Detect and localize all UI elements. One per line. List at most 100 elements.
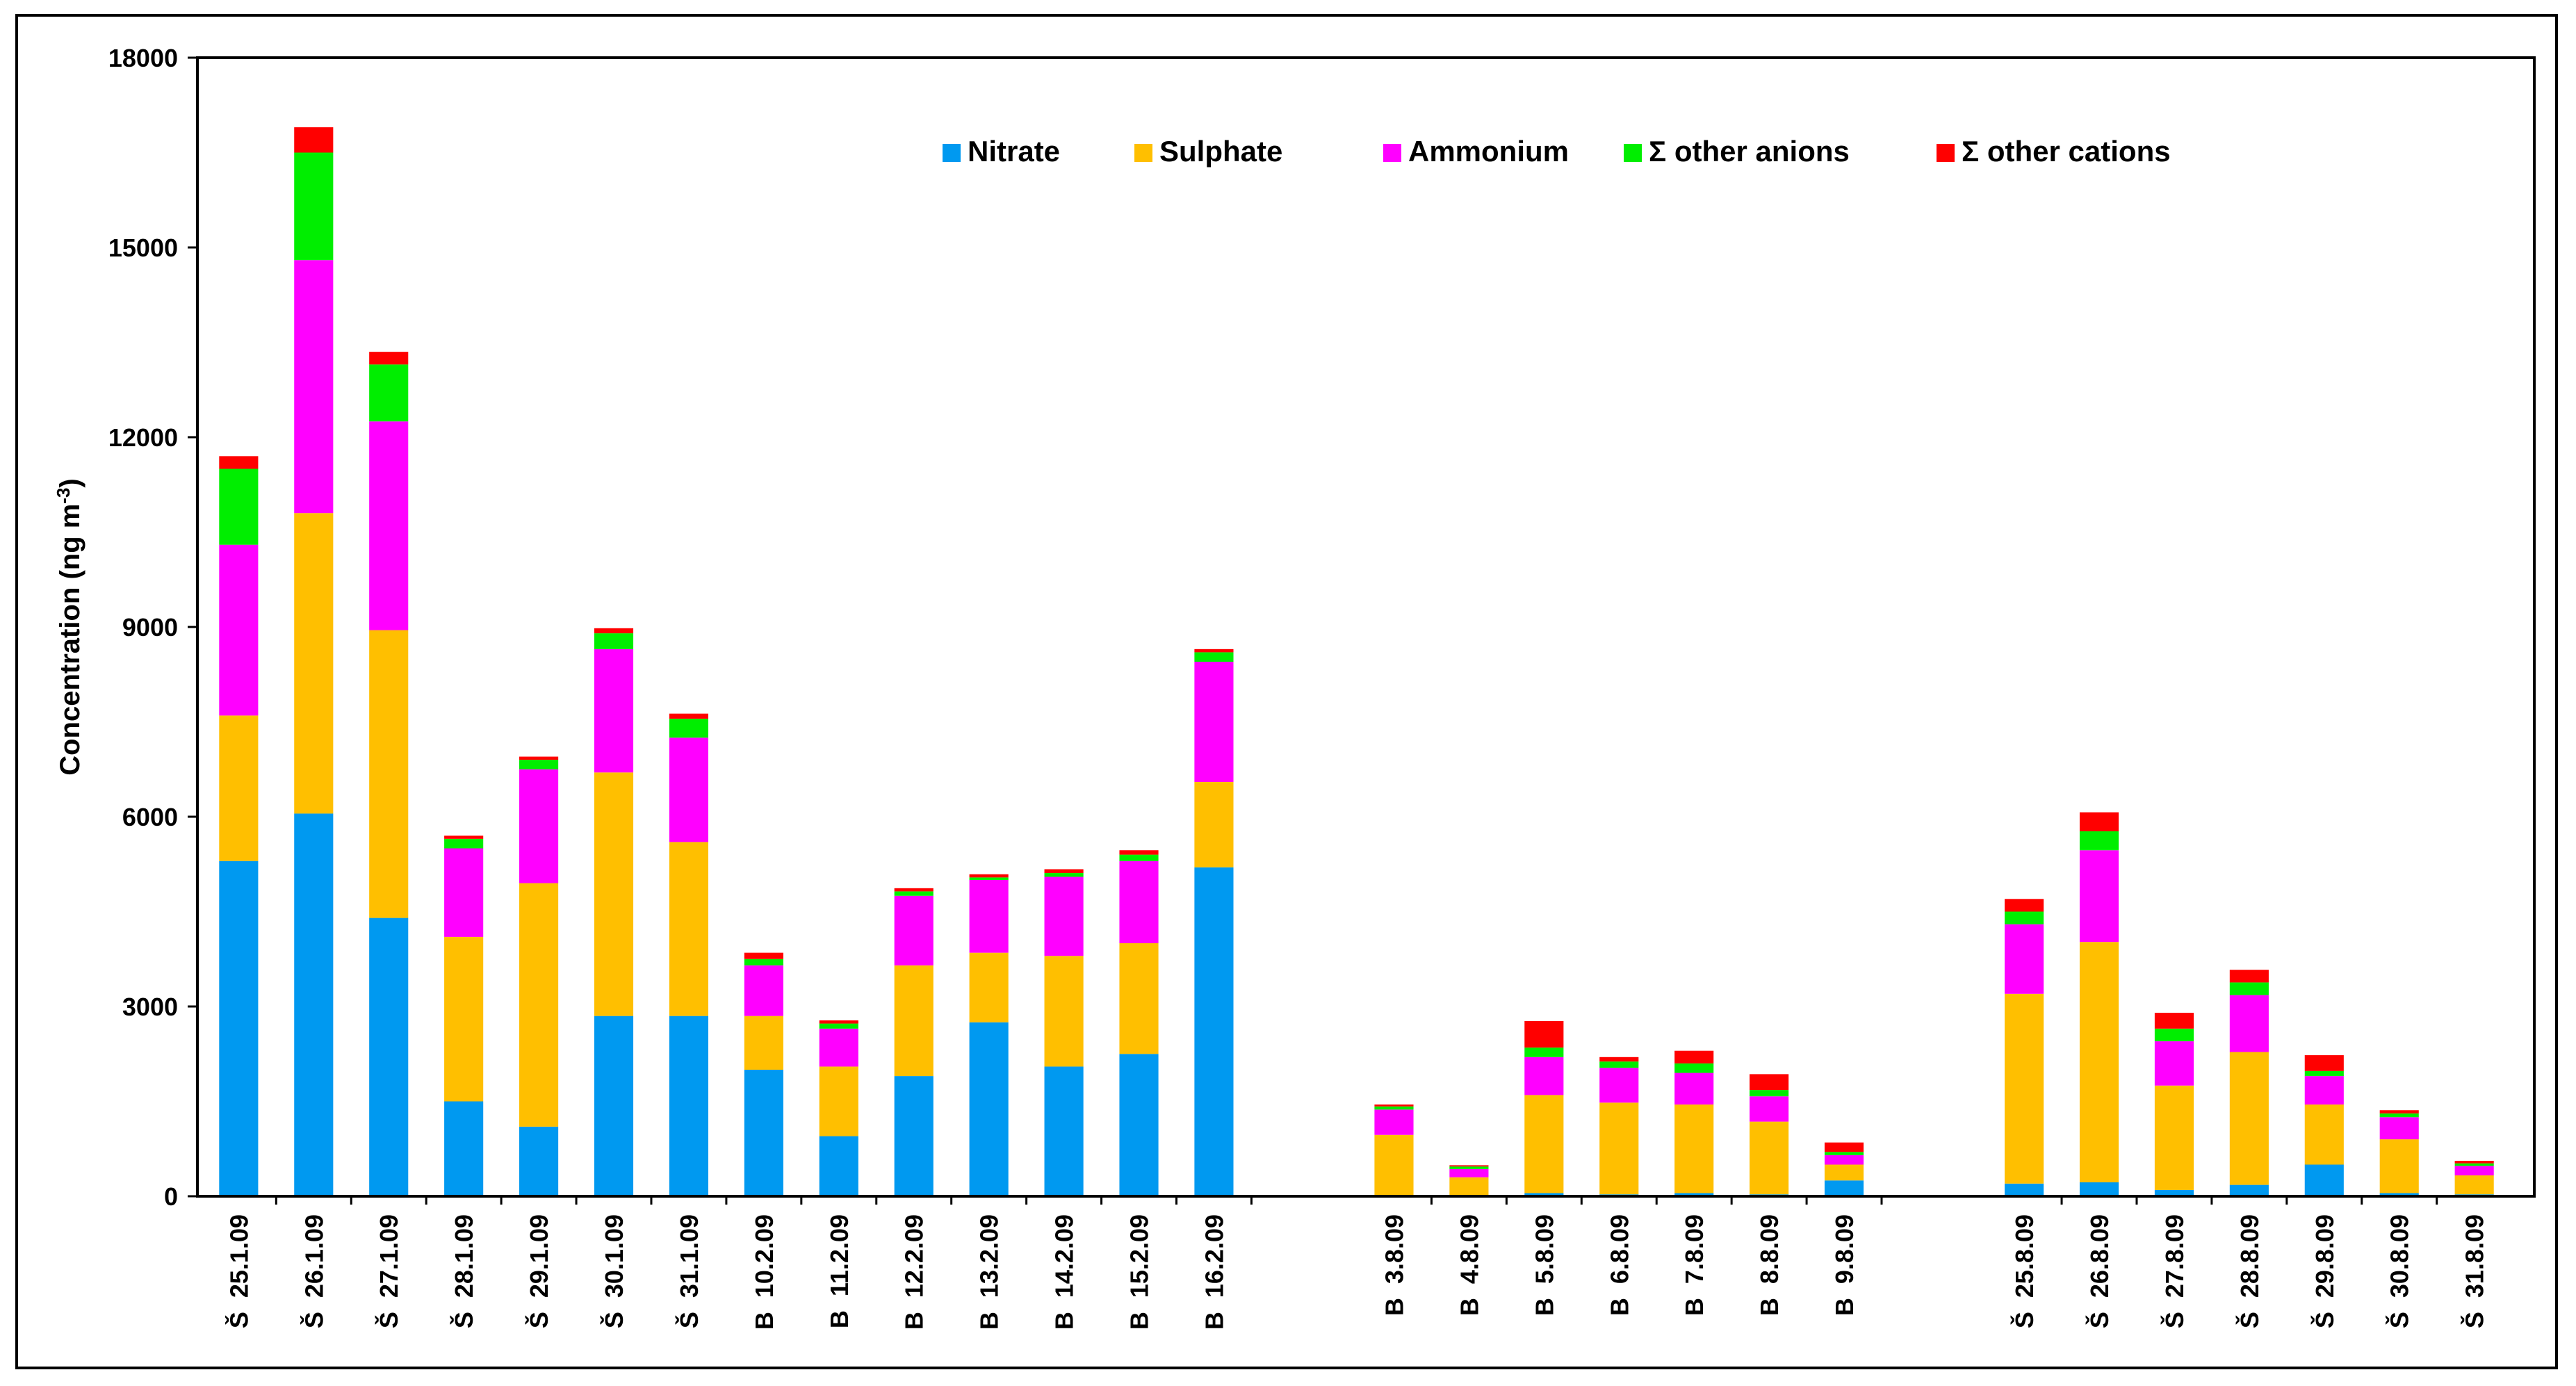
bar-segment bbox=[294, 260, 334, 514]
bar-segment bbox=[2005, 899, 2044, 912]
bar-segment bbox=[594, 633, 634, 649]
bar-segment bbox=[1119, 943, 1159, 1054]
bar-segment bbox=[294, 813, 334, 1196]
x-tick-label: Š 30.1.09 bbox=[599, 1214, 628, 1328]
bar-segment bbox=[444, 1101, 484, 1196]
bar-segment bbox=[1824, 1155, 1864, 1165]
bar-segment bbox=[1599, 1057, 1639, 1062]
bar-segment bbox=[369, 630, 409, 918]
bar-segment bbox=[2229, 970, 2269, 983]
bar-segment bbox=[369, 352, 409, 365]
x-tick-label: B 12.2.09 bbox=[900, 1214, 929, 1330]
bar-segment bbox=[819, 1066, 858, 1136]
bar-segment bbox=[819, 1023, 858, 1029]
bar-segment bbox=[2005, 924, 2044, 994]
x-tick-label: Š 25.8.09 bbox=[2010, 1214, 2039, 1328]
legend-label: Σ other cations bbox=[1962, 135, 2171, 168]
bar-segment bbox=[594, 628, 634, 634]
chart-frame: Š 25.1.09 Š 26.1.09 Š 27.1.09 Š 28.1.09 Š 29… bbox=[15, 14, 2558, 1369]
bar-segment bbox=[744, 965, 783, 1016]
bar-segment bbox=[2304, 1164, 2344, 1196]
bar-segment bbox=[669, 1016, 708, 1196]
x-tick-label: B 8.8.09 bbox=[1755, 1214, 1784, 1316]
x-tick-label: Š 28.8.09 bbox=[2235, 1214, 2264, 1328]
bar-segment bbox=[2379, 1193, 2419, 1196]
legend-swatch bbox=[1937, 144, 1955, 162]
bar-segment bbox=[2229, 1052, 2269, 1185]
bar-segment bbox=[1374, 1109, 1414, 1135]
bar-segment bbox=[294, 152, 334, 261]
y-tick-label: 6000 bbox=[122, 803, 178, 831]
bar-segment bbox=[2379, 1110, 2419, 1114]
bar-segment bbox=[1524, 1020, 1564, 1048]
bar-segment bbox=[1599, 1102, 1639, 1195]
y-tick-label: 12000 bbox=[108, 423, 178, 452]
x-tick-label: B 15.2.09 bbox=[1125, 1214, 1154, 1330]
bar-segment bbox=[2154, 1085, 2194, 1190]
x-tick-label: Š 29.8.09 bbox=[2310, 1214, 2339, 1328]
y-tick-label: 15000 bbox=[108, 234, 178, 262]
plot-area bbox=[196, 56, 2536, 1198]
bar-segment bbox=[219, 544, 259, 716]
bar-segment bbox=[2304, 1076, 2344, 1105]
bar-segment bbox=[1194, 867, 1234, 1196]
x-tick-label: Š 30.8.09 bbox=[2385, 1214, 2414, 1328]
x-tick-label: B 5.8.09 bbox=[1530, 1214, 1558, 1316]
bar-segment bbox=[519, 1126, 559, 1196]
bar-segment bbox=[219, 715, 259, 861]
bar-segment bbox=[744, 1070, 783, 1196]
bar-segment bbox=[294, 127, 334, 153]
bar-segment bbox=[2454, 1166, 2494, 1175]
bar-segment bbox=[1194, 652, 1234, 662]
bar-segment bbox=[2079, 850, 2119, 943]
x-tick-label: B 3.8.09 bbox=[1380, 1214, 1408, 1316]
bars bbox=[219, 127, 2494, 1196]
bar-segment bbox=[894, 891, 934, 896]
y-tick-label: 0 bbox=[164, 1182, 178, 1211]
bar-segment bbox=[1674, 1104, 1714, 1193]
bar-segment bbox=[744, 1016, 783, 1070]
bar-segment bbox=[744, 952, 783, 959]
bar-segment bbox=[969, 1022, 1009, 1196]
x-tick-label: B 9.8.09 bbox=[1830, 1214, 1859, 1316]
bar-segment bbox=[2079, 942, 2119, 1182]
legend-item: Σ other cations bbox=[1937, 135, 2171, 168]
x-tick-label: Š 25.1.09 bbox=[224, 1214, 253, 1328]
bar-segment bbox=[1824, 1152, 1864, 1155]
legend: Nitrate Sulphate Ammonium Σ other anions Σ o… bbox=[943, 135, 2171, 168]
bar-segment bbox=[819, 1020, 858, 1024]
legend-item: Σ other anions bbox=[1624, 135, 1850, 168]
bar-segment bbox=[819, 1028, 858, 1067]
bar-segment bbox=[294, 513, 334, 814]
x-tick-label: B 6.8.09 bbox=[1605, 1214, 1633, 1316]
bar-segment bbox=[1194, 781, 1234, 867]
legend-label: Ammonium bbox=[1408, 135, 1569, 168]
bar-segment bbox=[894, 1076, 934, 1196]
bar-segment bbox=[1044, 869, 1084, 873]
bar-segment bbox=[2005, 911, 2044, 924]
bar-segment bbox=[2154, 1041, 2194, 1086]
legend-label: Sulphate bbox=[1159, 135, 1282, 168]
x-tick-label: B 7.8.09 bbox=[1680, 1214, 1709, 1316]
legend-swatch bbox=[1134, 144, 1152, 162]
bar-segment bbox=[894, 888, 934, 892]
bar-segment bbox=[1674, 1193, 1714, 1196]
bar-segment bbox=[894, 965, 934, 1077]
legend-item: Ammonium bbox=[1383, 135, 1569, 168]
bar-segment bbox=[1824, 1142, 1864, 1152]
bar-segment bbox=[1044, 956, 1084, 1067]
bar-segment bbox=[2454, 1161, 2494, 1164]
bar-segment bbox=[1750, 1074, 1789, 1091]
bar-segment bbox=[969, 952, 1009, 1022]
bar-segment bbox=[2154, 1028, 2194, 1042]
bar-segment bbox=[1119, 854, 1159, 861]
bar-segment bbox=[1524, 1057, 1564, 1095]
bar-segment bbox=[369, 364, 409, 422]
legend-item: Sulphate bbox=[1134, 135, 1282, 168]
x-tick-label: Š 29.1.09 bbox=[524, 1214, 553, 1328]
bar-segment bbox=[2154, 1013, 2194, 1029]
bar-segment bbox=[1044, 1066, 1084, 1196]
x-tick-label: Š 27.1.09 bbox=[374, 1214, 403, 1328]
bar-segment bbox=[594, 649, 634, 773]
bar-segment bbox=[2304, 1055, 2344, 1071]
